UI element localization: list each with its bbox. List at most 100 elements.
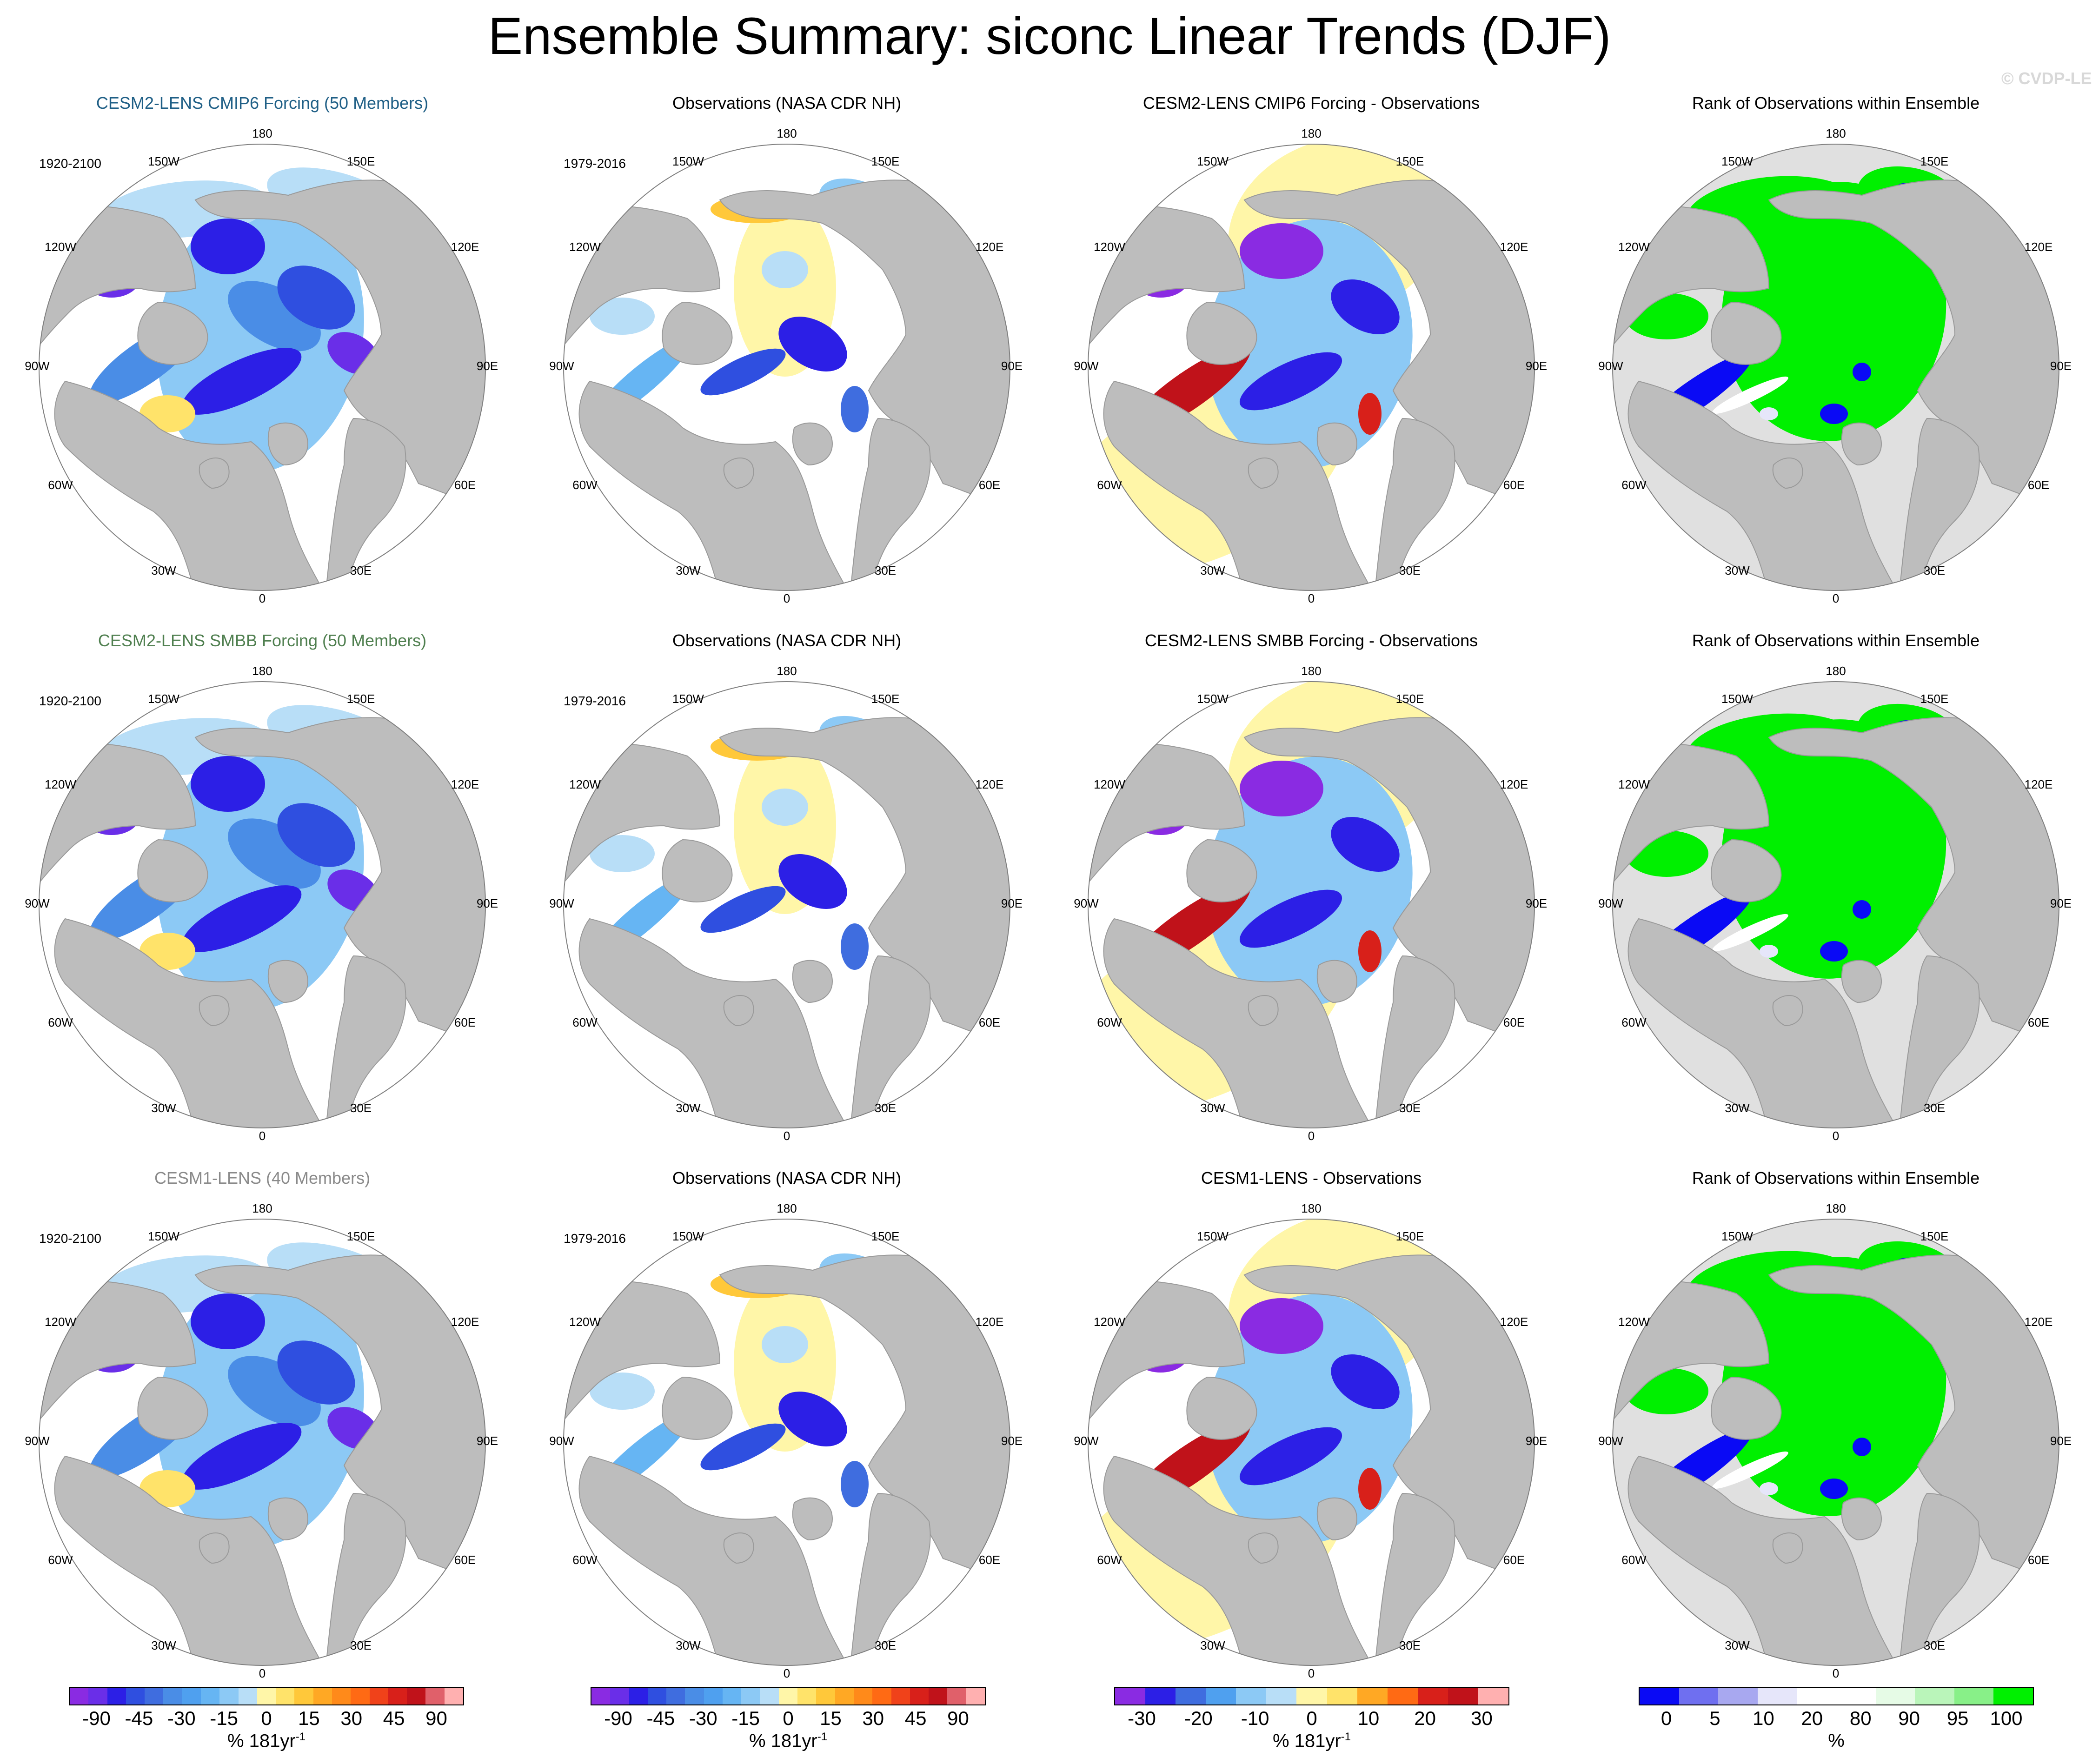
land-mass [137, 839, 208, 902]
panel-title: CESM1-LENS - Observations [1201, 1168, 1422, 1187]
units-text: % [1828, 1731, 1845, 1751]
map-panel: CESM2-LENS CMIP6 Forcing (50 Members) 192… [0, 93, 525, 623]
longitude-label: 150E [347, 1229, 375, 1243]
longitude-label: 120E [451, 777, 479, 791]
ice-field [590, 1373, 655, 1410]
land-mass [1316, 1497, 1357, 1541]
longitude-label: 60E [979, 1553, 1000, 1567]
land-mass [1711, 1376, 1782, 1440]
panel-title: Observations (NASA CDR NH) [672, 1168, 902, 1187]
colorbar-units: % 181yr-1 [591, 1731, 986, 1751]
longitude-label: 90W [549, 896, 574, 910]
map-content [39, 1219, 485, 1665]
longitude-label: 120W [569, 777, 601, 791]
colorbar-swatch [704, 1688, 723, 1704]
rank-field [1820, 404, 1848, 424]
ice-field [1358, 930, 1382, 972]
longitude-label: 90W [1598, 359, 1623, 373]
colorbar-swatch [591, 1688, 611, 1704]
polar-map: 180 150W 150E 120W 120E 90W 90E 60W 60E 30W 30E 0 [549, 126, 1023, 605]
colorbar-swatch [332, 1688, 351, 1704]
colorbar-tick-label: 95 [1946, 1707, 1969, 1729]
land-mass [1772, 995, 1803, 1027]
colorbar-swatch [1387, 1688, 1418, 1704]
colorbar-tick-label: 0 [1661, 1707, 1672, 1729]
colorbar-tick-label: 15 [820, 1707, 842, 1729]
longitude-label: 150E [871, 154, 900, 168]
longitude-label: 120E [2025, 240, 2053, 254]
colorbar-swatch [257, 1688, 276, 1704]
map-content [1613, 1219, 2059, 1665]
longitude-label: 60W [48, 1553, 73, 1567]
longitude-label: 150W [148, 154, 179, 168]
units-exponent: -1 [295, 1731, 306, 1743]
longitude-label: 120W [569, 240, 601, 254]
longitude-label: 150W [672, 692, 704, 706]
ice-field [1239, 352, 1342, 411]
longitude-label: 150E [871, 692, 900, 706]
colorbar-tick-label: -30 [167, 1707, 196, 1729]
colorbar-units: % [1639, 1731, 2034, 1751]
colorbar-swatch [685, 1688, 704, 1704]
colorbar-swatch [1915, 1688, 1954, 1704]
map-content [39, 144, 485, 590]
colorbar-tick-label: 10 [1752, 1707, 1774, 1729]
longitude-label: 120W [45, 1315, 76, 1329]
colorbar: -30 -20 -10 0 10 20 30% 181yr-1 [1114, 1687, 1509, 1757]
map-content [564, 682, 1010, 1128]
map-boundary [1612, 681, 2059, 1128]
longitude-label: 0 [1308, 1129, 1315, 1143]
longitude-label: 120W [1618, 1315, 1650, 1329]
map-content [1088, 682, 1534, 1128]
land-mass [54, 1455, 326, 1665]
map-boundary [563, 144, 1010, 591]
land-mass [1316, 422, 1357, 466]
land-mass [578, 1455, 851, 1665]
colorbar-swatch [835, 1688, 854, 1704]
longitude-label: 120E [976, 240, 1004, 254]
map-panel: CESM2-LENS SMBB Forcing - Observations 18… [1049, 630, 1574, 1161]
colorbar-swatch [741, 1688, 760, 1704]
longitude-label: 120E [2025, 777, 2053, 791]
panel-title: CESM1-LENS (40 Members) [154, 1168, 371, 1187]
rank-field [1820, 941, 1848, 962]
ice-field [1239, 889, 1342, 948]
longitude-label: 30E [350, 564, 372, 577]
ice-field [1240, 223, 1323, 279]
longitude-label: 60E [1503, 1553, 1525, 1567]
colorbar-swatch [88, 1688, 107, 1704]
colorbar-boxes [1639, 1687, 2034, 1705]
colorbar-swatch [891, 1688, 910, 1704]
colorbar-swatch [1296, 1688, 1327, 1704]
longitude-label: 90E [2050, 359, 2072, 373]
longitude-label: 90E [1001, 359, 1023, 373]
polar-map: 180 150W 150E 120W 120E 90W 90E 60W 60E 30W 30E 0 [549, 1201, 1023, 1680]
colorbar-swatch [797, 1688, 817, 1704]
colorbar-swatch [1448, 1688, 1478, 1704]
figure-title: Ensemble Summary: siconc Linear Trends (… [488, 7, 1611, 65]
land-mass [199, 1532, 230, 1564]
land-mass [267, 960, 308, 1003]
watermark: © CVDP-LE [2001, 69, 2092, 88]
longitude-label: 120E [976, 1315, 1004, 1329]
longitude-label: 60W [1097, 478, 1122, 492]
colorbar-swatch [276, 1688, 295, 1704]
land-mass [137, 1376, 208, 1440]
land-mass [1627, 380, 1900, 590]
colorbar-swatch [1954, 1688, 1994, 1704]
colorbar-swatch [219, 1688, 239, 1704]
longitude-label: 90E [1526, 1434, 1547, 1448]
colorbar-labels: -30 -20 -10 0 10 20 30 [1114, 1707, 1509, 1730]
longitude-label: 0 [1833, 591, 1839, 605]
colorbar-boxes [1114, 1687, 1509, 1705]
longitude-label: 120E [1500, 240, 1528, 254]
longitude-label: 150W [1721, 1229, 1753, 1243]
colorbar-tick-label: -45 [646, 1707, 675, 1729]
longitude-label: 150E [1920, 692, 1949, 706]
colorbar-tick-label: 30 [1471, 1707, 1493, 1729]
units-exponent: -1 [1341, 1731, 1351, 1743]
colorbar-labels: 0 5 10 20 80 90 95 100 [1639, 1707, 2034, 1730]
colorbar-tick-label: -90 [604, 1707, 632, 1729]
colorbar-tick-label: 30 [340, 1707, 363, 1729]
polar-map: 180 150W 150E 120W 120E 90W 90E 60W 60E 30W 30E 0 [1074, 664, 1547, 1143]
